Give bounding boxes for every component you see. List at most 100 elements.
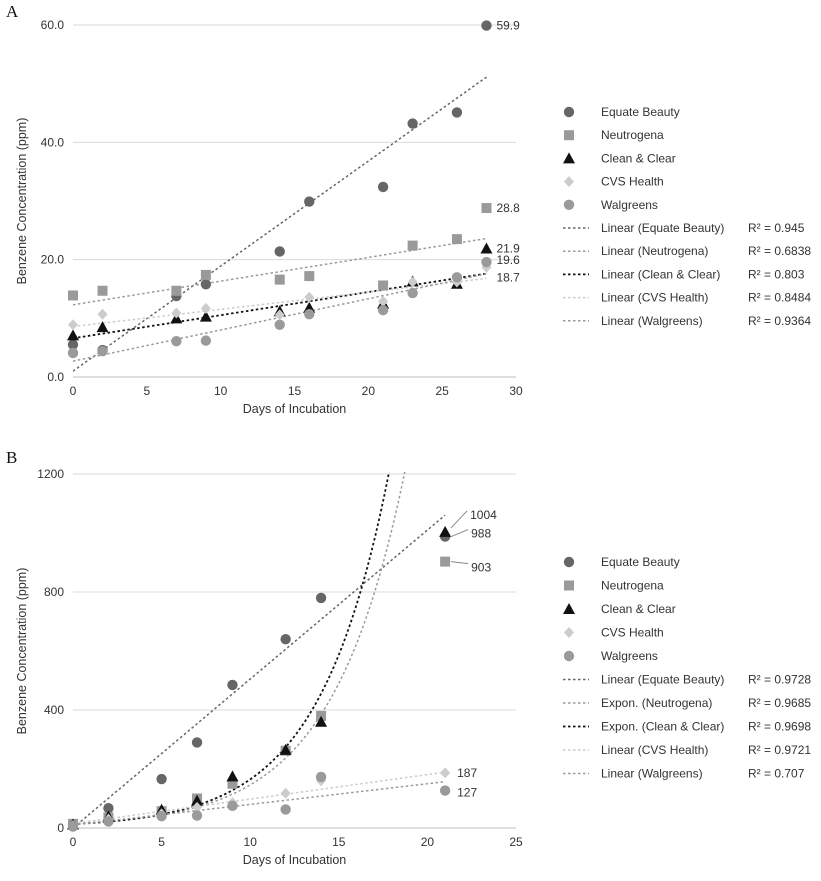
panel-b-data-point bbox=[439, 525, 452, 537]
panel-b-legend-label: Equate Beauty bbox=[601, 555, 680, 569]
panel-b-data-label-leader bbox=[450, 510, 468, 529]
panel-b-trendlines bbox=[73, 472, 446, 828]
panel-a-xtick-label: 25 bbox=[435, 384, 449, 398]
panel-b-series-equate-beauty bbox=[67, 531, 451, 830]
panel-a-ytick-label: 20.0 bbox=[41, 253, 65, 267]
panel-a-legend-r2: R² = 0.8484 bbox=[748, 291, 811, 305]
panel-b-data-point bbox=[103, 803, 114, 814]
panel-a-data-point bbox=[451, 107, 463, 118]
panel-b-legend-r2: R² = 0.9685 bbox=[748, 696, 811, 710]
panel-a-data-point bbox=[378, 295, 389, 307]
panel-a-ytick-label: 60.0 bbox=[41, 18, 65, 32]
panel-a-xtick-label: 15 bbox=[288, 384, 302, 398]
panel-b-data-label-leader bbox=[451, 561, 469, 565]
panel-a-data-label: 21.9 bbox=[496, 242, 520, 256]
panel-a-legend-trend-label: Linear (Clean & Clear) bbox=[601, 267, 720, 281]
panel-b-data-point bbox=[156, 773, 167, 785]
panel-b-data-point bbox=[279, 743, 292, 755]
panel-b-legend-r2: R² = 0.9698 bbox=[748, 720, 811, 734]
panel-a-data-point bbox=[68, 319, 78, 331]
panel-b-xtick-label: 0 bbox=[70, 835, 77, 849]
panel-b-legend-trend-label: Linear (CVS Health) bbox=[601, 743, 708, 757]
panel-b-data-point bbox=[280, 634, 291, 645]
panel-a-legend-label: CVS Health bbox=[601, 175, 664, 189]
panel-b-legend-label: Clean & Clear bbox=[601, 602, 676, 616]
panel-a-data-point bbox=[377, 181, 389, 193]
panel-a-x-axis-title: Days of Incubation bbox=[243, 402, 347, 416]
panel-b-data-point bbox=[191, 810, 203, 821]
panel-a-data-point bbox=[304, 196, 315, 207]
panel-a-trendline-3 bbox=[73, 277, 487, 328]
panel-a-legend-trend-label: Linear (CVS Health) bbox=[601, 291, 708, 305]
panel-a-data-label: 59.9 bbox=[496, 19, 520, 33]
panel-a-legend-trend-label: Linear (Walgreens) bbox=[601, 314, 703, 328]
panel-b-legend-trend-label: Expon. (Clean & Clear) bbox=[601, 720, 724, 734]
panel-b-ytick-label: 400 bbox=[44, 703, 64, 717]
panel-b-data-point bbox=[315, 592, 327, 604]
panel-b-trendline-3 bbox=[73, 771, 446, 825]
panel-b-ytick-label: 0 bbox=[57, 821, 64, 835]
panel-a-data-label: 19.6 bbox=[496, 253, 520, 267]
panel-a-data-point bbox=[407, 287, 418, 299]
panel-a-data-point bbox=[481, 20, 492, 31]
panel-b-xtick-label: 10 bbox=[244, 835, 258, 849]
panel-a-xtick-label: 0 bbox=[70, 384, 77, 398]
panel-a-legend-r2: R² = 0.6838 bbox=[748, 244, 811, 258]
panel-a-data-point bbox=[451, 272, 463, 283]
panel-b-data-point bbox=[227, 679, 238, 691]
panel-a-data-point bbox=[377, 304, 389, 316]
panel-b-data-point bbox=[227, 800, 238, 812]
panel-letter-a: A bbox=[6, 2, 19, 21]
panel-a-data-point bbox=[96, 321, 109, 333]
panel-a-legend-marker bbox=[563, 199, 575, 210]
panel-a-data-point bbox=[481, 256, 492, 268]
panel-a-data-label: 28.8 bbox=[496, 201, 520, 215]
panel-a-data-point bbox=[97, 345, 108, 357]
panel-a-legend-marker bbox=[564, 130, 574, 141]
panel-a-data-point bbox=[200, 302, 211, 314]
panel-b-data-point bbox=[192, 801, 203, 813]
panel-b-data-point bbox=[280, 787, 291, 799]
panel-b-legend-marker bbox=[564, 627, 574, 638]
panel-b-y-axis-title: Benzene Concentration (ppm) bbox=[15, 568, 29, 735]
panel-a-data-point bbox=[451, 234, 462, 245]
panel-a-legend-label: Equate Beauty bbox=[601, 105, 680, 119]
panel-b-data-point bbox=[67, 821, 79, 832]
panel-b-data-point bbox=[439, 785, 451, 796]
panel-b-data-label: 988 bbox=[471, 527, 491, 541]
panel-b-series-clean-clear bbox=[67, 525, 452, 830]
panel-a-data-point bbox=[200, 279, 212, 290]
panel-b-data-point bbox=[440, 767, 451, 779]
panel-b-legend-marker bbox=[563, 650, 575, 662]
panel-a-data-point bbox=[304, 271, 315, 282]
panel-b-data-label-leader bbox=[450, 529, 469, 538]
panel-a-legend-r2: R² = 0.803 bbox=[748, 267, 805, 281]
panel-a-data-label: 18.7 bbox=[496, 270, 520, 284]
panel-b-xtick-label: 15 bbox=[332, 835, 346, 849]
panel-a-data-point bbox=[97, 285, 108, 296]
panel-a-data-point bbox=[378, 280, 389, 291]
panel-a-xtick-label: 20 bbox=[362, 384, 376, 398]
panel-b-legend-r2: R² = 0.707 bbox=[748, 767, 805, 781]
panel-a-data-point bbox=[67, 339, 79, 350]
panel-b-data-point bbox=[440, 556, 451, 567]
panel-a-data-point bbox=[171, 285, 182, 296]
panel-b-data-point bbox=[227, 778, 238, 789]
panel-b-legend-r2: R² = 0.9721 bbox=[748, 743, 811, 757]
panel-b-trendline-4 bbox=[73, 780, 446, 826]
panel-b-series-walgreens bbox=[67, 771, 451, 832]
panel-a-data-point bbox=[304, 291, 315, 303]
panel-a-series-neutrogena bbox=[68, 203, 492, 301]
panel-letter-b: B bbox=[6, 448, 18, 467]
panel-b-data-point bbox=[315, 715, 328, 727]
panel-b-legend-label: Neutrogena bbox=[601, 579, 664, 593]
panel-b-trendline-2 bbox=[73, 472, 390, 826]
panel-a-y-axis-title: Benzene Concentration (ppm) bbox=[15, 118, 29, 285]
panel-a-data-point bbox=[200, 269, 211, 280]
panel-a-ytick-label: 40.0 bbox=[41, 135, 65, 149]
panel-b-data-point bbox=[191, 737, 203, 748]
panel-b-data-point bbox=[156, 811, 167, 822]
panel-a-legend-label: Walgreens bbox=[601, 198, 658, 212]
panel-a-data-point bbox=[171, 336, 182, 347]
